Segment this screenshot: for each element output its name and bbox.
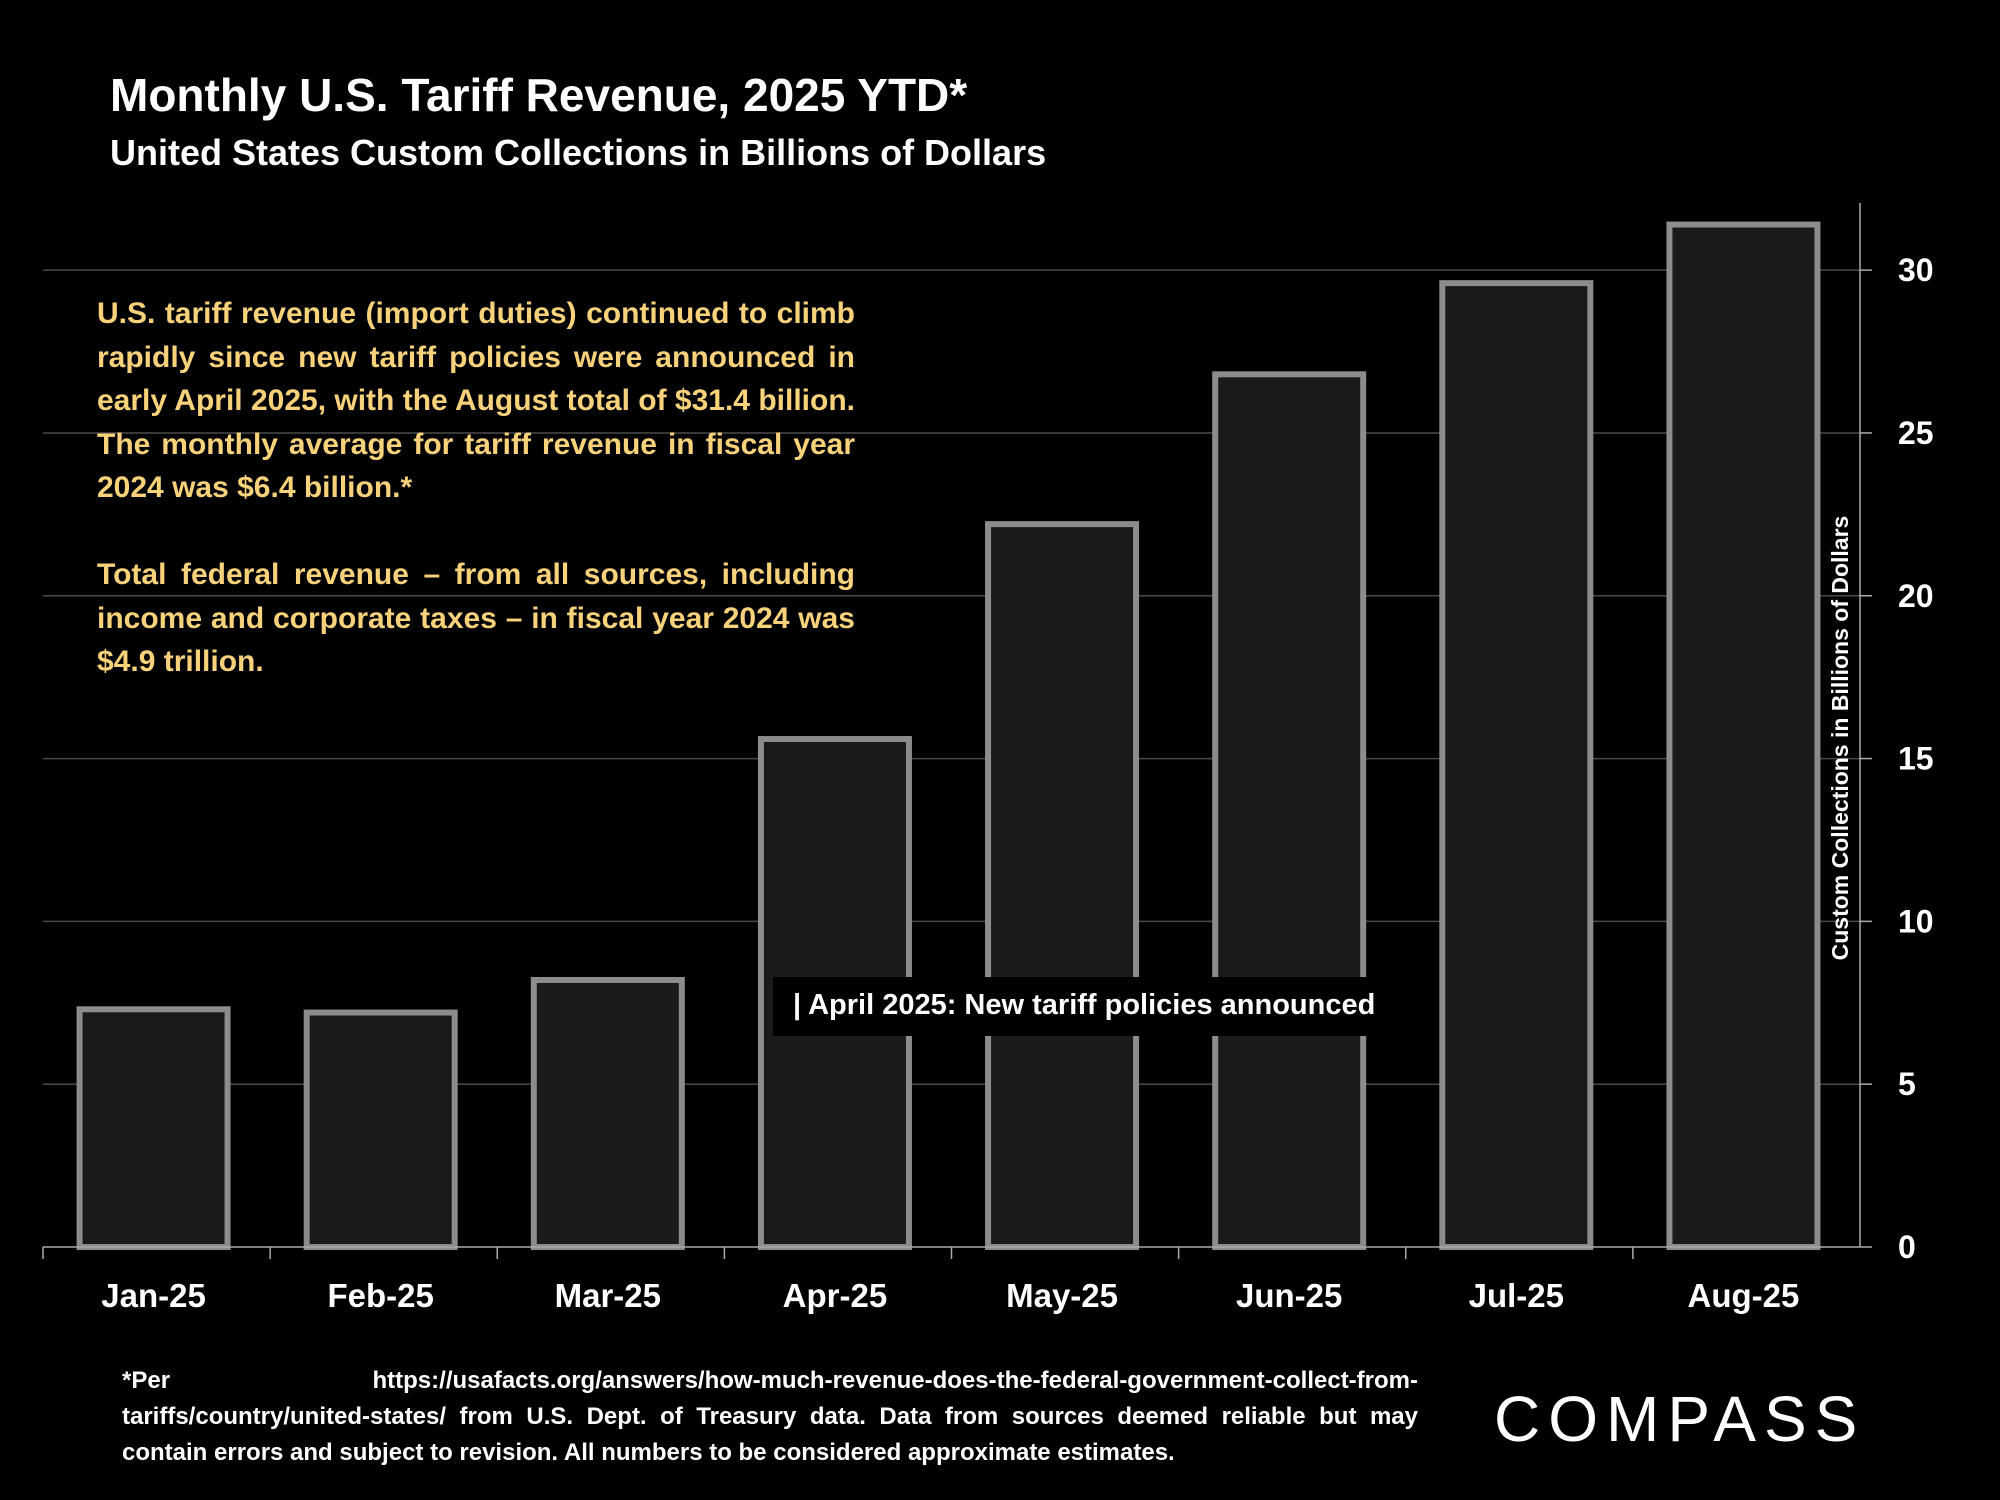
chart-subtitle: United States Custom Collections in Bill… <box>110 132 1047 173</box>
compass-logo: COMPASS <box>1494 1383 1866 1455</box>
y-tick-label: 15 <box>1898 741 1934 777</box>
annotation-paragraph-2: Total federal revenue – from all sources… <box>97 558 855 678</box>
bar-may-25 <box>985 521 1140 1250</box>
footnote: *Per https://usafacts.org/answers/how-mu… <box>122 1367 1418 1466</box>
y-tick-label: 20 <box>1898 578 1934 614</box>
x-tick-label: Aug-25 <box>1688 1277 1800 1314</box>
x-tick-label: May-25 <box>1006 1277 1118 1314</box>
y-tick-label: 25 <box>1898 415 1934 451</box>
y-axis-title: Custom Collections in Billions of Dollar… <box>1827 516 1853 961</box>
x-tick-label: Jul-25 <box>1469 1277 1564 1314</box>
axes <box>42 203 1872 1259</box>
y-tick-label: 0 <box>1898 1229 1916 1265</box>
x-tick-label: Jun-25 <box>1236 1277 1342 1314</box>
y-tick-label: 10 <box>1898 903 1934 939</box>
bar-jun-25 <box>1212 371 1367 1250</box>
bar-jan-25 <box>76 1006 231 1251</box>
bar-mar-25 <box>530 976 685 1250</box>
y-tick-label: 30 <box>1898 252 1934 288</box>
x-tick-label: Apr-25 <box>783 1277 888 1314</box>
x-tick-label: Mar-25 <box>555 1277 661 1314</box>
axis-labels: 0 5 10 15 20 25 30 Jan-25 Feb-25 Mar-25 Apr-25 May-… <box>101 252 1933 1314</box>
april-callout: | April 2025: New tariff policies announ… <box>773 977 1394 1036</box>
chart-title: Monthly U.S. Tariff Revenue, 2025 YTD* <box>110 69 968 121</box>
annotation-text: U.S. tariff revenue (import duties) cont… <box>97 292 855 684</box>
bar-feb-25 <box>303 1009 458 1250</box>
bar-aug-25 <box>1666 221 1821 1251</box>
bar-jul-25 <box>1439 280 1594 1250</box>
annotation-paragraph-1: U.S. tariff revenue (import duties) cont… <box>97 297 855 504</box>
y-tick-label: 5 <box>1898 1066 1916 1102</box>
x-tick-label: Jan-25 <box>101 1277 206 1314</box>
x-tick-label: Feb-25 <box>328 1277 434 1314</box>
